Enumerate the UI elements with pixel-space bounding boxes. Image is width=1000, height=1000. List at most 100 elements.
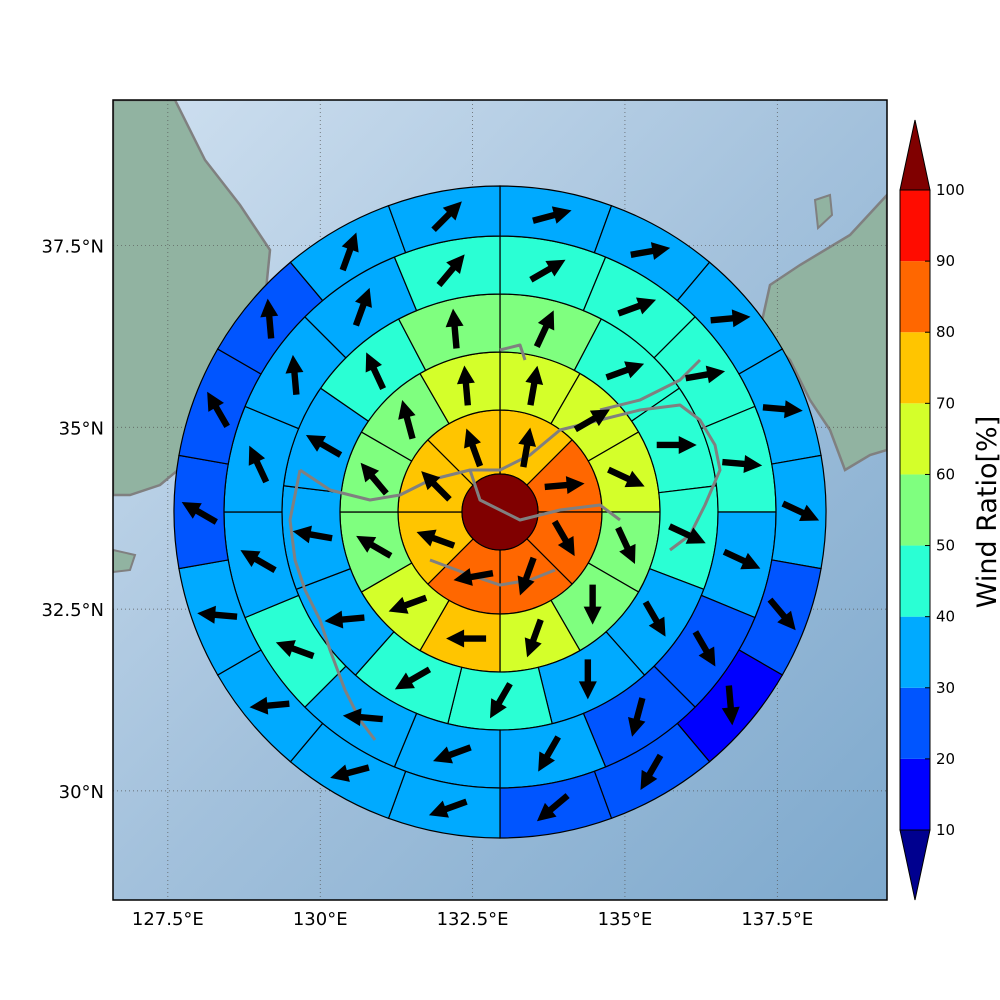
colorbar-outline [899, 189, 931, 831]
wind-arrow [617, 297, 657, 317]
wind-arrow [365, 352, 387, 391]
y-tick-label: 30°N [59, 782, 104, 803]
wind-arrow [398, 400, 416, 440]
colorbar-title: Wind Ratio[%] [972, 416, 1000, 608]
colorbar-tick-label: 10 [936, 821, 955, 839]
colorbar-segment [900, 261, 930, 333]
wind-arrow [529, 259, 566, 283]
wind-arrow [456, 365, 475, 406]
wind-arrow [360, 462, 389, 496]
wind-arrow [324, 610, 365, 629]
wind-arrow [607, 466, 645, 488]
wind-arrow [533, 310, 555, 348]
y-tick-label: 32.5°N [41, 600, 104, 621]
wind-arrow [721, 685, 740, 726]
wind-arrow [181, 502, 218, 525]
colorbar-segment [900, 545, 930, 617]
map-border [112, 99, 888, 901]
wind-sectors [173, 185, 827, 839]
wind-arrow [656, 435, 697, 454]
wind-arrow [431, 201, 462, 232]
wind-arrow [339, 232, 359, 272]
wind-arrow [692, 630, 716, 667]
wind-arrow [416, 529, 456, 549]
y-tick-label: 35°N [59, 418, 104, 439]
colorbar-segment [900, 616, 930, 688]
wind-arrow [583, 584, 602, 625]
wind-arrow [446, 629, 487, 648]
colorbar-segment [900, 687, 930, 759]
wind-arrow [248, 445, 270, 484]
x-tick-label: 132.5°E [437, 909, 509, 930]
colorbar-segment [900, 758, 930, 830]
y-axis-ticks: 30°N 32.5°N 35°N 37.5°N [41, 236, 104, 802]
wind-arrow [524, 618, 544, 658]
colorbar-segment [900, 403, 930, 475]
wind-arrow [240, 550, 277, 573]
wind-arrow [630, 242, 671, 260]
x-axis-ticks: 127.5°E 130°E 132.5°E 135°E 137.5°E [132, 909, 813, 930]
wind-arrow [249, 696, 290, 715]
wind-arrow [685, 365, 726, 384]
land-island-ne [813, 193, 834, 231]
wind-arrow [433, 744, 472, 764]
colorbar: 10 20 30 40 50 60 70 80 90 100 [899, 119, 965, 901]
wind-arrow [330, 764, 370, 782]
wind-arrow [767, 597, 796, 631]
wind-arrow [517, 556, 537, 596]
colorbar-tick-label: 90 [936, 252, 955, 270]
land-honshu-east [758, 193, 887, 472]
wind-arrow [388, 594, 428, 614]
colorbar-segment [900, 332, 930, 404]
wind-arrow [436, 254, 465, 288]
colorbar-tick-label: 60 [936, 465, 955, 483]
colorbar-tick-label: 100 [936, 181, 965, 199]
wind-arrow [428, 798, 468, 818]
colorbar-tick-label: 20 [936, 750, 955, 768]
y-tick-label: 37.5°N [41, 236, 104, 257]
x-tick-label: 127.5°E [132, 909, 204, 930]
wind-arrow [292, 525, 333, 544]
wind-arrow [668, 523, 706, 544]
wind-arrow [421, 471, 452, 502]
wind-arrow [573, 409, 610, 433]
wind-arrow [394, 666, 432, 690]
wind-arrow [640, 753, 664, 790]
wind-arrow [260, 298, 279, 339]
wind-arrow [544, 476, 585, 495]
wind-arrow [532, 206, 572, 224]
wind-arrow [275, 640, 315, 660]
wind-arrow [578, 659, 597, 700]
colorbar-tick-label: 70 [936, 394, 955, 412]
wind-arrow [605, 361, 645, 381]
wind-arrow [342, 708, 383, 727]
colorbar-extend-high [899, 119, 931, 191]
wind-arrow [642, 600, 666, 637]
wind-arrow [490, 682, 513, 719]
wind-arrow [710, 309, 751, 328]
colorbar-tick-label: 30 [936, 679, 955, 697]
wind-arrow [464, 428, 484, 468]
colorbar-segment [900, 190, 930, 262]
x-tick-label: 135°E [598, 909, 653, 930]
colorbar-tick-label: 80 [936, 323, 955, 341]
wind-arrow [305, 434, 343, 458]
colorbar-extend-low [899, 829, 931, 901]
wind-arrow [453, 568, 494, 586]
wind-arrow [536, 793, 570, 822]
wind-arrow [285, 354, 304, 395]
colorbar-tick-label: 40 [936, 608, 955, 626]
land-island-nw [113, 548, 137, 574]
x-tick-label: 130°E [293, 909, 348, 930]
wind-arrow [445, 308, 464, 349]
wind-arrow [722, 455, 763, 473]
wind-arrow [197, 605, 238, 624]
wind-arrow [628, 697, 646, 737]
wind-arrow [781, 500, 820, 522]
wind-arrow [551, 519, 575, 557]
wind-arrow [352, 287, 372, 327]
colorbar-segment [900, 474, 930, 546]
wind-arrow [538, 735, 561, 772]
wind-arrow [207, 391, 230, 428]
